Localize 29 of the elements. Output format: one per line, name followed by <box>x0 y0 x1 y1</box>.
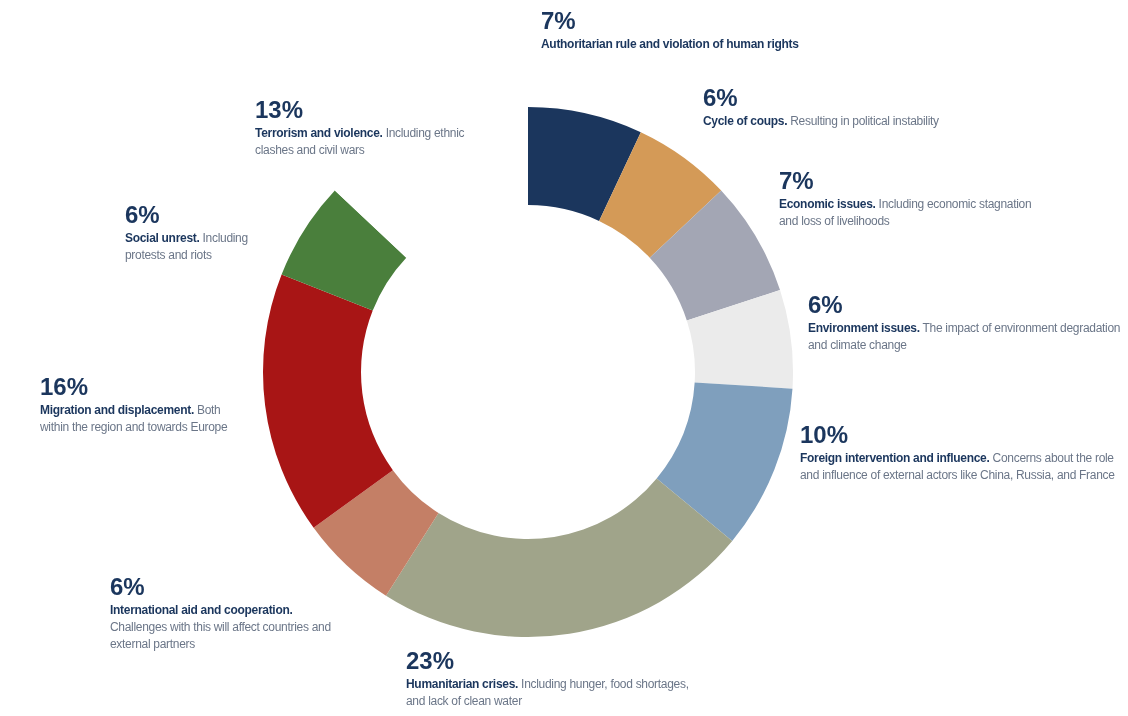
slice-label: Foreign intervention and influence. Concerns about the role and influence of external actors like China, Russia, and France <box>800 451 1115 482</box>
category-label: Environment issues. The impact of environment degradation and climate change <box>808 321 1121 352</box>
data-label: 13% <box>255 95 305 125</box>
donut-slice <box>649 190 781 321</box>
data-label: 7% <box>779 166 815 196</box>
data-label: 6% <box>110 572 146 602</box>
slice-label: International aid and cooperation. Challenges with this will affect countries and external partners <box>110 603 331 651</box>
donut-slice <box>263 274 393 528</box>
slice-label: Economic issues. Including economic stagnation and loss of livelihoods <box>779 197 1032 228</box>
donut-slice <box>656 382 793 541</box>
slice-label: Authoritarian rule and violation of human rights <box>541 37 799 51</box>
data-label: 6% <box>125 200 161 230</box>
data-label: 16% <box>40 372 90 402</box>
donut-slice <box>313 470 439 596</box>
slice-label: Humanitarian crises. Including hunger, food shortages, and lack of clean water <box>406 677 689 708</box>
data-label: 10% <box>800 420 850 450</box>
donut-slice <box>281 190 407 311</box>
donut-slice <box>386 478 733 637</box>
category-label: Terrorism and violence. Including ethnic clashes and civil wars <box>255 126 465 157</box>
slice-label: Cycle of coups. Resulting in political instability <box>703 114 939 128</box>
slice-label: Migration and displacement. Both within the region and towards Europe <box>40 403 228 434</box>
donut-slice <box>686 290 793 389</box>
donut-slice <box>599 132 722 258</box>
data-label: 6% <box>808 290 844 320</box>
slice-label: Social unrest. Including protests and riots <box>125 231 248 262</box>
data-label: 23% <box>406 646 456 676</box>
data-label: 6% <box>703 83 739 113</box>
donut-slice <box>528 107 641 221</box>
data-label: 7% <box>541 6 577 36</box>
